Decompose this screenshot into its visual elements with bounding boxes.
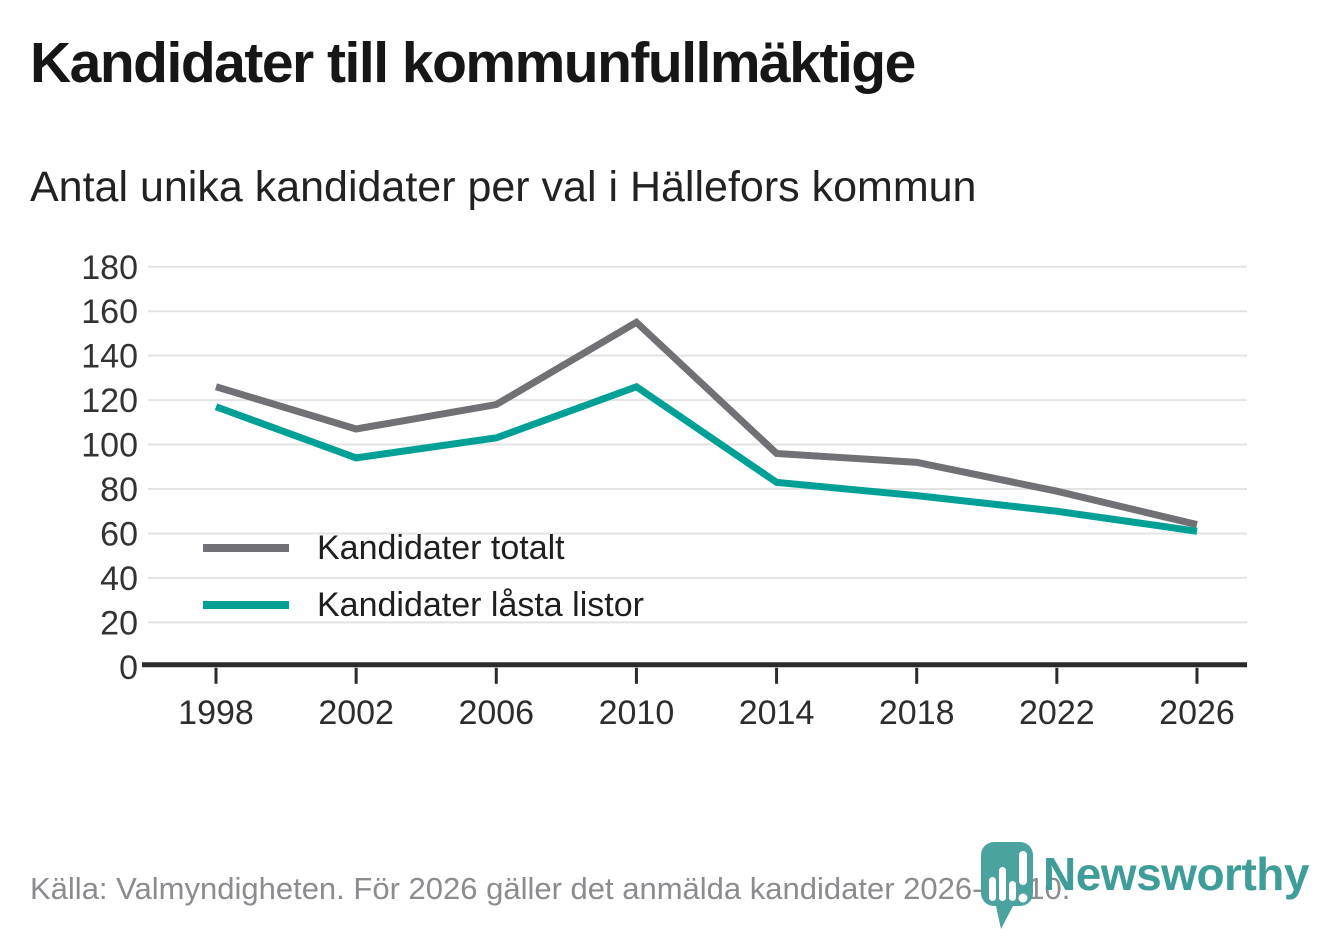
legend-item-lasta-listor: Kandidater låsta listor (203, 586, 644, 624)
y-tick-label: 100 (81, 427, 138, 465)
x-tick-label: 1998 (178, 694, 254, 732)
series-line-totalt (214, 317, 1198, 528)
y-tick-label: 80 (100, 471, 138, 509)
newsworthy-wordmark: Newsworthy (1043, 848, 1309, 900)
x-tick-label: 2002 (318, 694, 394, 732)
x-tick-label: 2006 (458, 694, 534, 732)
newsworthy-pin-icon (981, 842, 1033, 929)
legend-label-totalt: Kandidater totalt (317, 528, 565, 567)
y-tick-label: 20 (100, 604, 138, 642)
source-note: Källa: Valmyndigheten. För 2026 gäller d… (30, 871, 1071, 906)
legend: Kandidater totalt Kandidater låsta listo… (203, 529, 644, 624)
y-tick-label: 40 (100, 560, 138, 598)
y-tick-label: 180 (81, 249, 138, 287)
y-tick-label: 0 (119, 649, 138, 687)
y-tick-label: 160 (81, 293, 138, 331)
line-chart: 0 20 40 60 80 100 120 140 160 180 1998 2002 2006 2010… (81, 249, 1247, 732)
x-tick-label: 2014 (739, 694, 815, 732)
x-tick-label: 2022 (1019, 694, 1095, 732)
x-tick-label: 2010 (599, 694, 675, 732)
x-tick-label: 2026 (1159, 694, 1235, 732)
legend-label-lasta-listor: Kandidater låsta listor (317, 585, 644, 624)
chart-title: Kandidater till kommunfullmäktige (30, 31, 916, 95)
legend-swatch-totalt (203, 544, 289, 552)
chart-subtitle: Antal unika kandidater per val i Hällefo… (30, 163, 977, 211)
legend-item-totalt: Kandidater totalt (203, 529, 644, 567)
y-tick-label: 60 (100, 515, 138, 553)
x-tick-label: 2018 (879, 694, 955, 732)
series-line-lasta-listor (214, 382, 1198, 535)
legend-swatch-lasta-listor (203, 601, 289, 609)
y-tick-label: 120 (81, 382, 138, 420)
newsworthy-logo: Newsworthy (980, 841, 1309, 933)
y-tick-label: 140 (81, 338, 138, 376)
